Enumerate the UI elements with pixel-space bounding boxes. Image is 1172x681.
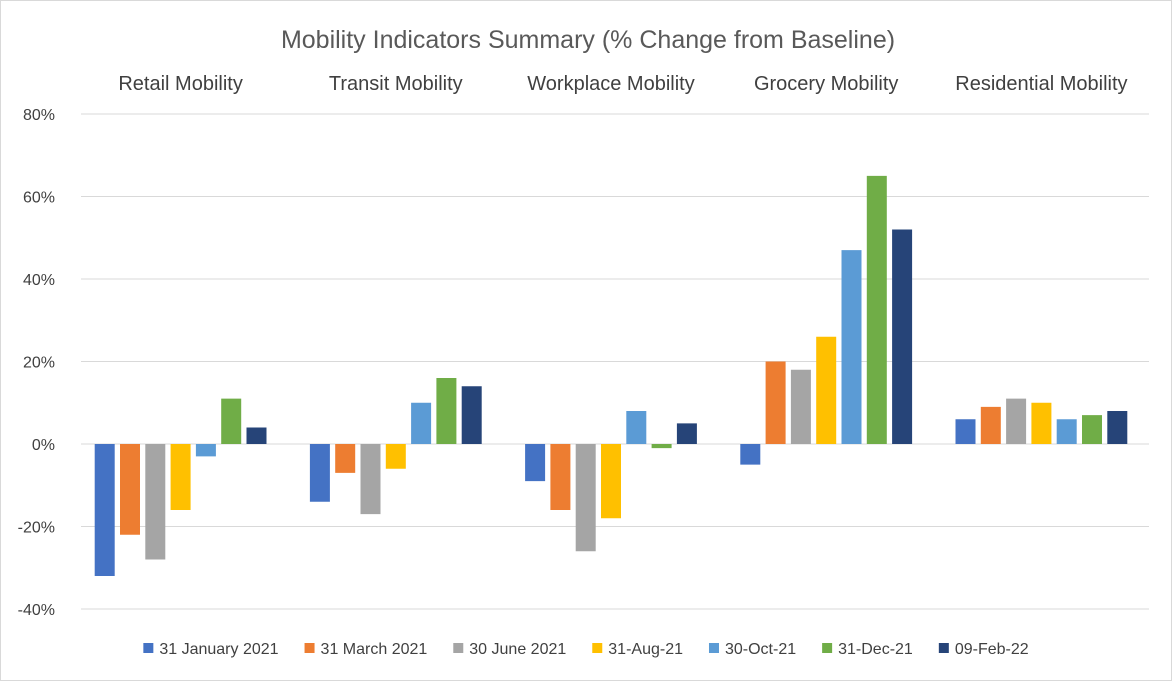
y-axis-ticks: -40% -20% 0% 20% 40% 60% 80%	[18, 107, 55, 619]
bar	[170, 444, 191, 510]
chart-title: Mobility Indicators Summary (% Change fr…	[281, 26, 895, 54]
bar	[120, 444, 140, 535]
legend-label: 09-Feb-22	[955, 641, 1029, 658]
category-label: Residential Mobility	[955, 73, 1127, 95]
bar	[550, 444, 571, 510]
bar	[790, 369, 811, 444]
bar	[980, 406, 1001, 444]
category-label: Retail Mobility	[118, 73, 242, 95]
legend-swatch	[708, 643, 719, 653]
legend: 31 January 2021 31 March 2021 30 June 2021…	[143, 641, 1029, 658]
category-label: Workplace Mobility	[527, 73, 694, 95]
legend-label: 31 March 2021	[321, 641, 428, 658]
legend-label: 31-Aug-21	[608, 641, 683, 658]
bar	[955, 419, 976, 444]
bar	[575, 444, 596, 552]
bar	[221, 398, 242, 444]
bar	[816, 336, 837, 444]
bars	[94, 175, 1128, 576]
legend-swatch	[143, 643, 154, 653]
category-label: Grocery Mobility	[754, 73, 898, 95]
bar	[676, 423, 697, 444]
bar	[335, 444, 356, 473]
bar	[892, 229, 913, 444]
y-tick-label: 40%	[23, 272, 55, 289]
bar	[246, 427, 267, 444]
bar	[1082, 415, 1102, 444]
bar	[841, 250, 862, 444]
legend-swatch	[822, 643, 833, 653]
bar	[195, 444, 216, 457]
legend-swatch	[938, 643, 949, 653]
bar	[360, 444, 381, 515]
bar	[1006, 398, 1027, 444]
legend-swatch	[453, 643, 464, 653]
y-tick-label: -40%	[18, 602, 55, 619]
category-labels: Retail Mobility Transit Mobility Workplace…	[118, 73, 1127, 95]
y-tick-label: 80%	[23, 107, 55, 124]
bar	[94, 444, 115, 576]
bar	[525, 444, 546, 482]
bar	[145, 444, 166, 560]
legend-label: 31-Dec-21	[838, 641, 913, 658]
gridlines	[81, 113, 1149, 610]
legend-label: 30-Oct-21	[725, 641, 796, 658]
legend-swatch	[304, 643, 315, 653]
bar	[740, 444, 761, 465]
y-tick-label: 60%	[23, 190, 55, 207]
bar	[1056, 419, 1077, 444]
bar	[765, 361, 786, 444]
bar	[385, 444, 406, 469]
y-tick-label: -20%	[18, 520, 55, 537]
bar	[436, 378, 457, 444]
bar	[309, 444, 330, 502]
bar	[601, 444, 621, 519]
y-tick-label: 0%	[32, 437, 55, 454]
bar	[411, 402, 432, 444]
bar	[1031, 402, 1052, 444]
category-label: Transit Mobility	[329, 73, 463, 95]
legend-label: 30 June 2021	[469, 641, 566, 658]
bar	[461, 386, 482, 444]
legend-label: 31 January 2021	[159, 641, 278, 658]
bar	[1107, 411, 1128, 444]
bar	[866, 175, 887, 444]
y-tick-label: 20%	[23, 355, 55, 372]
bar	[651, 444, 672, 449]
legend-swatch	[592, 643, 603, 653]
bar	[626, 411, 647, 444]
